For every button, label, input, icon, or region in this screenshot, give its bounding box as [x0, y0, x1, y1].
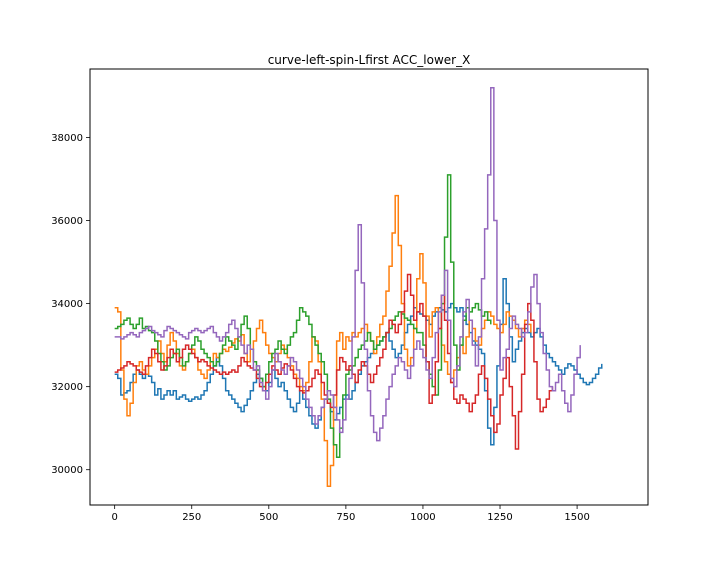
x-axis: 0 250 500 750 1000 1250 1500 — [111, 505, 590, 523]
series-line-5 — [114, 86, 581, 442]
x-tick-label: 1000 — [410, 512, 435, 523]
x-tick-label: 1500 — [564, 512, 589, 523]
series-layer — [114, 86, 603, 488]
x-tick-label: 750 — [336, 512, 355, 523]
chart-title: curve-left-spin-Lfirst ACC_lower_X — [268, 53, 471, 67]
x-tick-label: 250 — [182, 512, 201, 523]
y-tick-label: 34000 — [51, 299, 83, 310]
y-axis: 30000 32000 34000 36000 38000 — [51, 133, 90, 476]
y-tick-label: 30000 — [51, 465, 83, 476]
x-tick-label: 500 — [259, 512, 278, 523]
y-tick-label: 36000 — [51, 216, 83, 227]
series-line-2 — [114, 194, 532, 488]
x-tick-label: 1250 — [487, 512, 512, 523]
y-tick-label: 32000 — [51, 382, 83, 393]
y-tick-label: 38000 — [51, 133, 83, 144]
x-tick-label: 0 — [111, 512, 117, 523]
plot-area-frame — [89, 68, 649, 506]
